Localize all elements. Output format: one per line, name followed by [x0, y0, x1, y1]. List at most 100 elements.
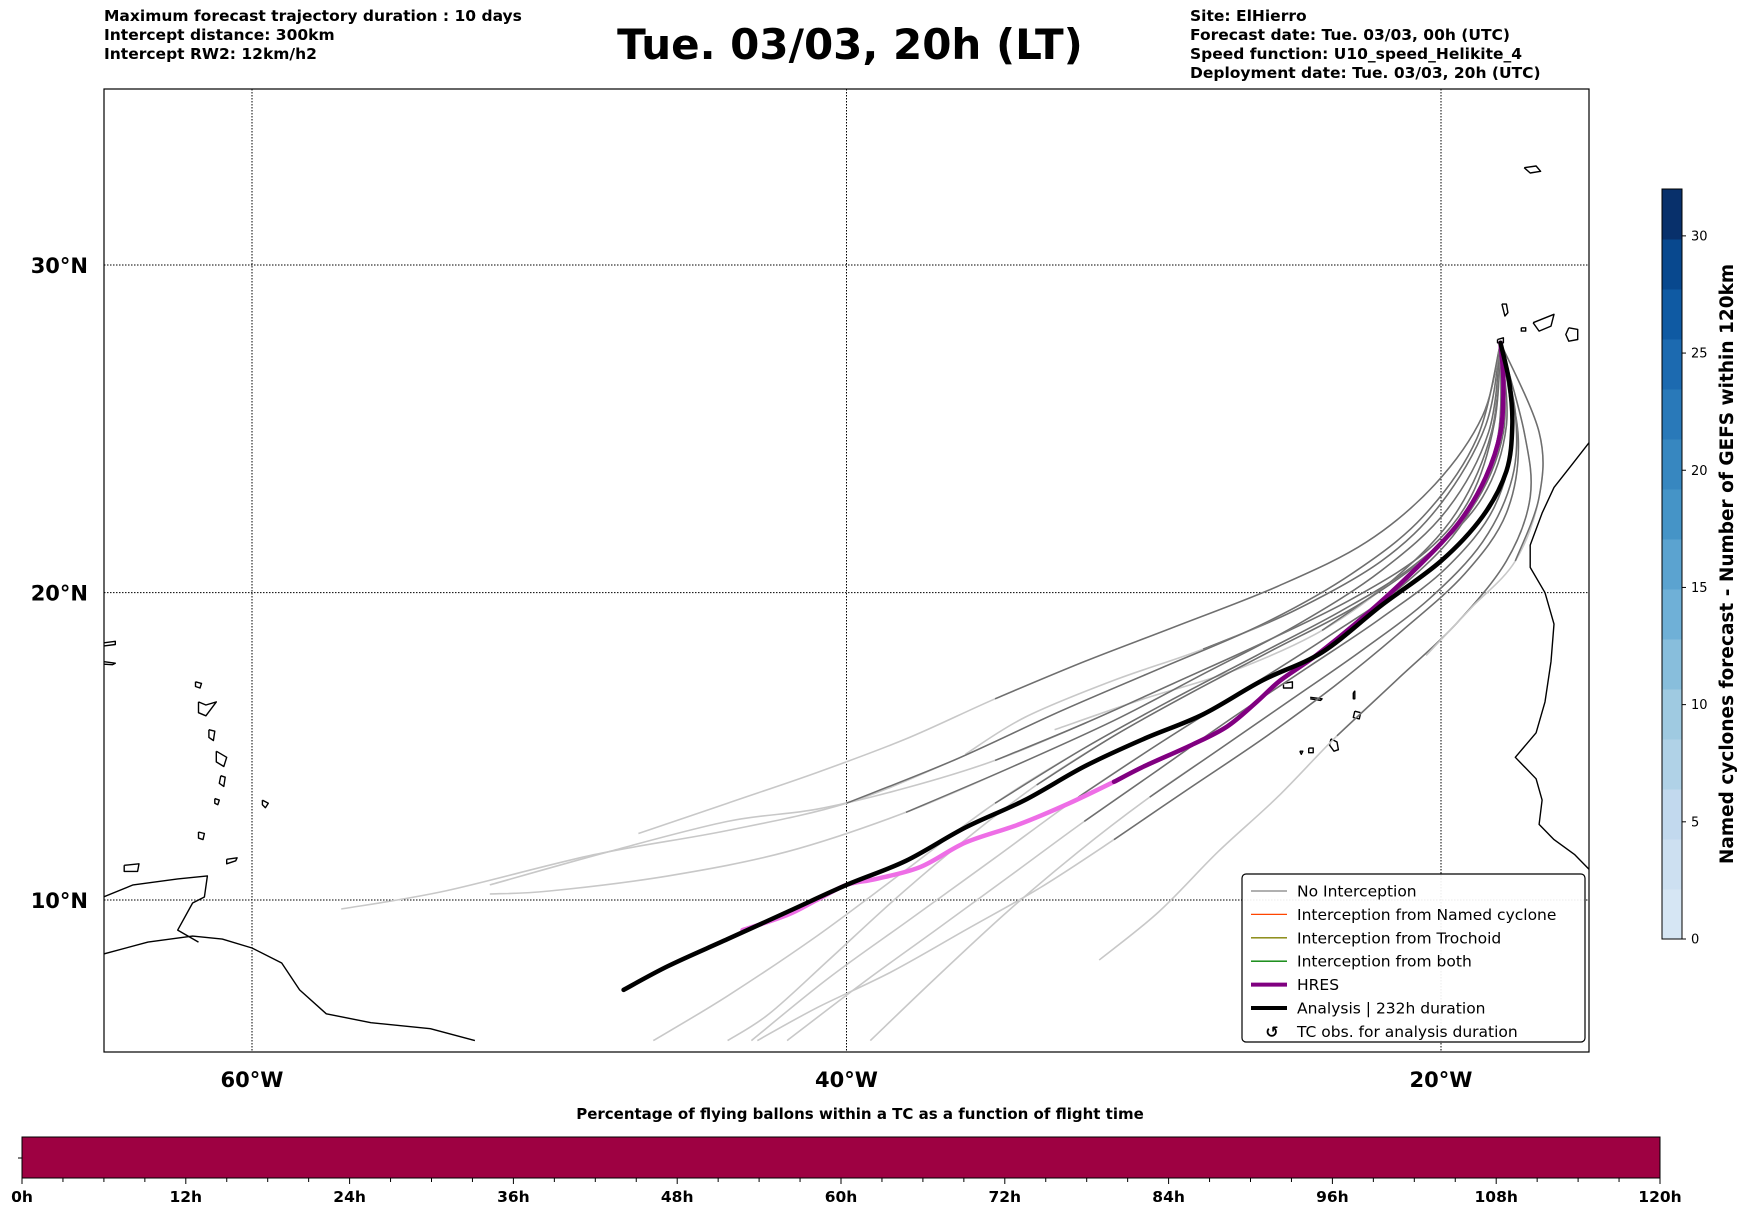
cape-verde-sal: [1352, 690, 1356, 700]
speed-function-text: Speed function: U10_speed_Helikite_4: [1190, 45, 1523, 63]
ensemble-track-early: [994, 342, 1502, 700]
colorbar-tick-label: 10: [1691, 698, 1708, 713]
ensemble-track-early: [1336, 342, 1532, 737]
colorbar-frame: [1661, 188, 1683, 940]
lon-tick-label: 60°W: [221, 1068, 284, 1092]
legend-label: Interception from Trochoid: [1297, 929, 1501, 947]
lat-tick-label: 20°N: [31, 582, 88, 606]
legend-label: No Interception: [1297, 883, 1417, 901]
ensemble-track-early: [994, 342, 1502, 762]
tc-obs-symbol-icon: ↺: [1265, 1022, 1278, 1041]
colorbar-tick-label: 0: [1691, 933, 1699, 948]
antigua-island: [194, 681, 203, 689]
colorbar-band: [1662, 739, 1682, 790]
colorbar: 0 5 10 15 20 25 30 Named cyclones forecast - N…: [1661, 188, 1738, 948]
tobago-island: [226, 857, 238, 865]
madeira-island: [1523, 165, 1542, 174]
legend-item: Interception from Named cyclone: [1251, 906, 1556, 924]
ensemble-track-early: [1149, 342, 1518, 798]
bar-tick-label: 36h: [497, 1188, 530, 1206]
deployment-date-text: Deployment date: Tue. 03/03, 20h (UTC): [1190, 64, 1541, 82]
colorbar-band: [1662, 539, 1682, 590]
grenada-island: [197, 831, 206, 841]
south-america-coast: [104, 935, 476, 1042]
colorbar-band: [1662, 439, 1682, 490]
ensemble-track-early: [846, 342, 1502, 804]
bar-tick-label: 120h: [1638, 1188, 1681, 1206]
colorbar-band: [1662, 689, 1682, 740]
colorbar-title: Named cyclones forecast - Number of GEFS…: [1717, 264, 1738, 864]
legend-label: TC obs. for analysis duration: [1296, 1023, 1518, 1041]
forecast-info: Site: ElHierro Forecast date: Tue. 03/03…: [1190, 7, 1541, 83]
puerto-rico-east: [104, 640, 116, 647]
colorbar-tick-label: 15: [1691, 581, 1708, 596]
legend-item: No Interception: [1251, 883, 1417, 901]
bar-tick-label: 48h: [661, 1188, 694, 1206]
legend: No Interception Interception from Named c…: [1241, 873, 1586, 1043]
cape-verde-boa-vista: [1352, 710, 1362, 720]
cape-verde-santo-antao: [1282, 681, 1294, 689]
el-hierro-island: [1496, 337, 1505, 344]
dominica-island: [208, 729, 216, 742]
bar-tick-label: 84h: [1152, 1188, 1185, 1206]
colorbar-band: [1662, 789, 1682, 840]
gridlines: [104, 89, 1589, 1052]
bar-tick-label: 60h: [825, 1188, 858, 1206]
ensemble-track-early: [905, 342, 1502, 813]
st-vincent-island: [214, 797, 220, 806]
bar-tick-label: 12h: [169, 1188, 202, 1206]
ensemble-tracks: [341, 342, 1544, 1042]
barbados-island: [261, 799, 269, 809]
analysis-track: [621, 340, 1515, 993]
map-frame: [103, 88, 1590, 1053]
cape-verde-sao-nicolau: [1310, 696, 1323, 702]
colorbar-band: [1662, 189, 1682, 240]
forecast-date-text: Forecast date: Tue. 03/03, 00h (UTC): [1190, 26, 1511, 44]
colorbar-band: [1662, 389, 1682, 440]
colorbar-tick-label: 30: [1691, 229, 1708, 244]
chart-title: Tue. 03/03, 20h (LT): [617, 20, 1083, 69]
legend-label: Analysis | 232h duration: [1297, 1000, 1486, 1018]
legend-label: HRES: [1297, 976, 1339, 994]
colorbar-band: [1662, 289, 1682, 340]
ensemble-track-early: [1499, 342, 1544, 562]
legend-label: Interception from both: [1297, 953, 1472, 971]
martinique-island: [215, 750, 228, 768]
run-parameters: Maximum forecast trajectory duration : 1…: [104, 7, 522, 64]
legend-item: HRES: [1251, 976, 1339, 994]
west-africa-coast-north: [1514, 441, 1589, 871]
trinidad-venezuela-coast: [104, 875, 209, 943]
tenerife-island: [1532, 313, 1555, 332]
main-tracks: [621, 340, 1515, 993]
intercept-distance-text: Intercept distance: 300km: [104, 26, 335, 44]
legend-item: Interception from Trochoid: [1251, 929, 1501, 947]
cape-verde-fogo: [1308, 747, 1314, 754]
margarita-island: [123, 863, 140, 873]
ensemble-track-early: [1113, 342, 1520, 841]
colorbar-band: [1662, 489, 1682, 540]
gran-canaria-island: [1565, 327, 1579, 342]
colorbar-band: [1662, 239, 1682, 290]
colorbar-band: [1662, 339, 1682, 390]
colorbar-band: [1662, 839, 1682, 890]
ensemble-track-early: [994, 342, 1506, 804]
colorbar-tick-label: 20: [1691, 464, 1708, 479]
bar-tick-label: 108h: [1475, 1188, 1518, 1206]
ensemble-track-early: [1036, 342, 1508, 786]
site-text: Site: ElHierro: [1190, 7, 1307, 25]
cape-verde-brava: [1299, 750, 1304, 755]
virgin-islands: [104, 660, 116, 666]
flight-time-bar-fill: [22, 1137, 1660, 1178]
legend-item: Analysis | 232h duration: [1251, 1000, 1486, 1018]
bar-tick-label: 24h: [333, 1188, 366, 1206]
max-duration-text: Maximum forecast trajectory duration : 1…: [104, 7, 522, 25]
colorbar-band: [1662, 589, 1682, 640]
legend-item: Interception from both: [1251, 953, 1472, 971]
legend-box: [1241, 873, 1586, 1043]
st-lucia-island: [218, 775, 226, 788]
colorbar-tick-label: 25: [1691, 347, 1708, 362]
lon-tick-label: 40°W: [815, 1068, 878, 1092]
legend-label: Interception from Named cyclone: [1297, 906, 1556, 924]
intercept-rw2-text: Intercept RW2: 12km/h2: [104, 45, 317, 63]
